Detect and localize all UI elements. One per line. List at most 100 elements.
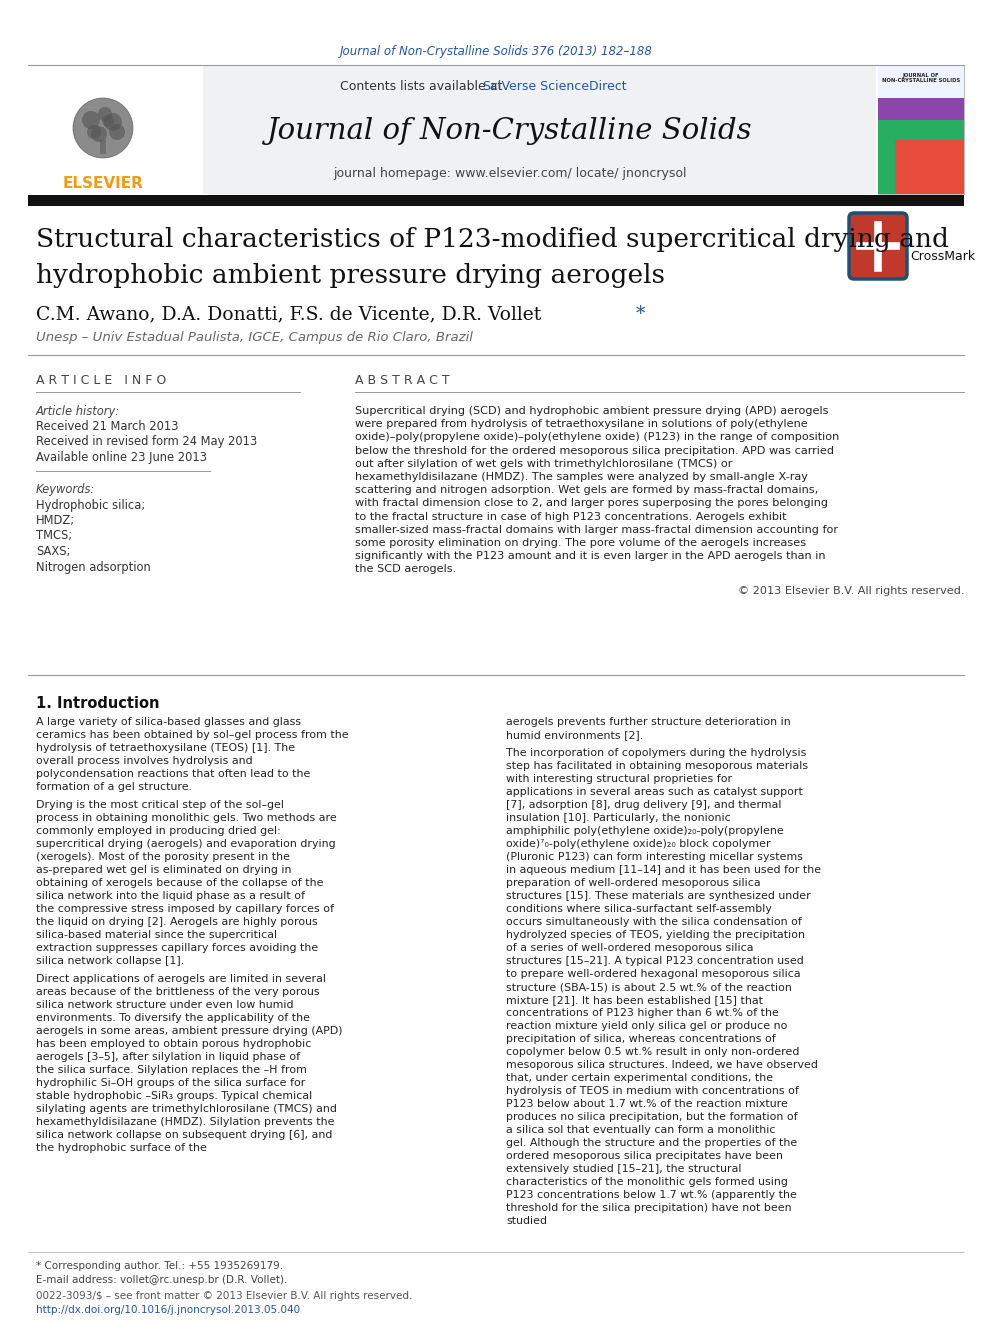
Text: http://dx.doi.org/10.1016/j.jnoncrysol.2013.05.040: http://dx.doi.org/10.1016/j.jnoncrysol.2… bbox=[36, 1304, 301, 1315]
Text: step has facilitated in obtaining mesoporous materials: step has facilitated in obtaining mesopo… bbox=[506, 761, 808, 771]
Text: applications in several areas such as catalyst support: applications in several areas such as ca… bbox=[506, 787, 803, 796]
Text: copolymer below 0.5 wt.% result in only non-ordered: copolymer below 0.5 wt.% result in only … bbox=[506, 1046, 800, 1057]
Text: occurs simultaneously with the silica condensation of: occurs simultaneously with the silica co… bbox=[506, 917, 802, 927]
Text: formation of a gel structure.: formation of a gel structure. bbox=[36, 782, 192, 792]
Text: as-prepared wet gel is eliminated on drying in: as-prepared wet gel is eliminated on dry… bbox=[36, 865, 292, 875]
Text: threshold for the silica precipitation) have not been: threshold for the silica precipitation) … bbox=[506, 1203, 792, 1213]
Text: A R T I C L E   I N F O: A R T I C L E I N F O bbox=[36, 374, 167, 388]
Text: process in obtaining monolithic gels. Two methods are: process in obtaining monolithic gels. Tw… bbox=[36, 814, 336, 823]
FancyBboxPatch shape bbox=[878, 66, 964, 194]
Text: Journal of Non-Crystalline Solids 376 (2013) 182–188: Journal of Non-Crystalline Solids 376 (2… bbox=[339, 45, 653, 58]
Text: hydrolyzed species of TEOS, yielding the precipitation: hydrolyzed species of TEOS, yielding the… bbox=[506, 930, 805, 941]
Text: hexamethyldisilazane (HMDZ). The samples were analyzed by small-angle X-ray: hexamethyldisilazane (HMDZ). The samples… bbox=[355, 472, 807, 482]
Text: extensively studied [15–21], the structural: extensively studied [15–21], the structu… bbox=[506, 1164, 741, 1174]
FancyBboxPatch shape bbox=[878, 120, 964, 194]
Text: aerogels prevents further structure deterioration in: aerogels prevents further structure dete… bbox=[506, 717, 791, 728]
Text: a silica sol that eventually can form a monolithic: a silica sol that eventually can form a … bbox=[506, 1125, 776, 1135]
Text: to the fractal structure in case of high P123 concentrations. Aerogels exhibit: to the fractal structure in case of high… bbox=[355, 512, 787, 521]
Text: Contents lists available at: Contents lists available at bbox=[340, 79, 506, 93]
Text: oxide)⁷₀-poly(ethylene oxide)₂₀ block copolymer: oxide)⁷₀-poly(ethylene oxide)₂₀ block co… bbox=[506, 839, 771, 849]
Text: CrossMark: CrossMark bbox=[910, 250, 975, 262]
Text: silica-based material since the supercritical: silica-based material since the supercri… bbox=[36, 930, 277, 941]
Text: scattering and nitrogen adsorption. Wet gels are formed by mass-fractal domains,: scattering and nitrogen adsorption. Wet … bbox=[355, 486, 818, 495]
Text: studied: studied bbox=[506, 1216, 547, 1226]
Text: humid environments [2].: humid environments [2]. bbox=[506, 730, 643, 740]
Text: to prepare well-ordered hexagonal mesoporous silica: to prepare well-ordered hexagonal mesopo… bbox=[506, 968, 801, 979]
Text: the liquid on drying [2]. Aerogels are highly porous: the liquid on drying [2]. Aerogels are h… bbox=[36, 917, 317, 927]
Text: aerogels in some areas, ambient pressure drying (APD): aerogels in some areas, ambient pressure… bbox=[36, 1027, 342, 1036]
Text: Hydrophobic silica;: Hydrophobic silica; bbox=[36, 499, 145, 512]
Text: A B S T R A C T: A B S T R A C T bbox=[355, 374, 449, 388]
Text: produces no silica precipitation, but the formation of: produces no silica precipitation, but th… bbox=[506, 1113, 798, 1122]
Text: The incorporation of copolymers during the hydrolysis: The incorporation of copolymers during t… bbox=[506, 747, 806, 758]
Text: the compressive stress imposed by capillary forces of: the compressive stress imposed by capill… bbox=[36, 904, 334, 914]
Text: concentrations of P123 higher than 6 wt.% of the: concentrations of P123 higher than 6 wt.… bbox=[506, 1008, 779, 1017]
Text: Keywords:: Keywords: bbox=[36, 483, 95, 496]
Circle shape bbox=[109, 124, 125, 140]
Text: gel. Although the structure and the properties of the: gel. Although the structure and the prop… bbox=[506, 1138, 798, 1148]
Text: C.M. Awano, D.A. Donatti, F.S. de Vicente, D.R. Vollet: C.M. Awano, D.A. Donatti, F.S. de Vicent… bbox=[36, 306, 548, 323]
Text: obtaining of xerogels because of the collapse of the: obtaining of xerogels because of the col… bbox=[36, 878, 323, 888]
Text: extraction suppresses capillary forces avoiding the: extraction suppresses capillary forces a… bbox=[36, 943, 318, 953]
Text: smaller-sized mass-fractal domains with larger mass-fractal dimension accounting: smaller-sized mass-fractal domains with … bbox=[355, 525, 838, 534]
Text: ceramics has been obtained by sol–gel process from the: ceramics has been obtained by sol–gel pr… bbox=[36, 730, 348, 740]
Text: amphiphilic poly(ethylene oxide)₂₀-poly(propylene: amphiphilic poly(ethylene oxide)₂₀-poly(… bbox=[506, 826, 784, 836]
Circle shape bbox=[104, 112, 122, 131]
Text: hydrophilic Si–OH groups of the silica surface for: hydrophilic Si–OH groups of the silica s… bbox=[36, 1078, 306, 1088]
Text: commonly employed in producing dried gel:: commonly employed in producing dried gel… bbox=[36, 826, 281, 836]
Text: has been employed to obtain porous hydrophobic: has been employed to obtain porous hydro… bbox=[36, 1039, 311, 1049]
Text: [7], adsorption [8], drug delivery [9], and thermal: [7], adsorption [8], drug delivery [9], … bbox=[506, 800, 782, 810]
Text: Drying is the most critical step of the sol–gel: Drying is the most critical step of the … bbox=[36, 800, 284, 810]
Bar bbox=[100, 140, 106, 153]
Text: structures [15]. These materials are synthesized under: structures [15]. These materials are syn… bbox=[506, 890, 810, 901]
FancyBboxPatch shape bbox=[878, 66, 964, 98]
Text: were prepared from hydrolysis of tetraethoxysilane in solutions of poly(ethylene: were prepared from hydrolysis of tetraet… bbox=[355, 419, 807, 429]
Text: insulation [10]. Particularly, the nonionic: insulation [10]. Particularly, the nonio… bbox=[506, 814, 731, 823]
Text: Received 21 March 2013: Received 21 March 2013 bbox=[36, 421, 179, 434]
Text: hydrolysis of TEOS in medium with concentrations of: hydrolysis of TEOS in medium with concen… bbox=[506, 1086, 799, 1095]
Text: mixture [21]. It has been established [15] that: mixture [21]. It has been established [1… bbox=[506, 995, 763, 1005]
Text: hydrophobic ambient pressure drying aerogels: hydrophobic ambient pressure drying aero… bbox=[36, 262, 665, 287]
Text: the silica surface. Silylation replaces the –H from: the silica surface. Silylation replaces … bbox=[36, 1065, 307, 1076]
Text: journal homepage: www.elsevier.com/ locate/ jnoncrysol: journal homepage: www.elsevier.com/ loca… bbox=[333, 168, 686, 180]
Text: structure (SBA-15) is about 2.5 wt.% of the reaction: structure (SBA-15) is about 2.5 wt.% of … bbox=[506, 982, 792, 992]
Text: ordered mesoporous silica precipitates have been: ordered mesoporous silica precipitates h… bbox=[506, 1151, 783, 1162]
Text: some porosity elimination on drying. The pore volume of the aerogels increases: some porosity elimination on drying. The… bbox=[355, 538, 806, 548]
Text: below the threshold for the ordered mesoporous silica precipitation. APD was car: below the threshold for the ordered meso… bbox=[355, 446, 834, 455]
Text: P123 concentrations below 1.7 wt.% (apparently the: P123 concentrations below 1.7 wt.% (appa… bbox=[506, 1189, 797, 1200]
Text: conditions where silica-surfactant self-assembly: conditions where silica-surfactant self-… bbox=[506, 904, 772, 914]
Text: (xerogels). Most of the porosity present in the: (xerogels). Most of the porosity present… bbox=[36, 852, 290, 863]
Text: Available online 23 June 2013: Available online 23 June 2013 bbox=[36, 451, 207, 463]
Text: © 2013 Elsevier B.V. All rights reserved.: © 2013 Elsevier B.V. All rights reserved… bbox=[737, 586, 964, 595]
Text: *: * bbox=[636, 306, 646, 323]
Text: silica network collapse [1].: silica network collapse [1]. bbox=[36, 957, 185, 966]
Text: silica network structure under even low humid: silica network structure under even low … bbox=[36, 1000, 294, 1009]
FancyBboxPatch shape bbox=[849, 213, 907, 279]
Text: 0022-3093/$ – see front matter © 2013 Elsevier B.V. All rights reserved.: 0022-3093/$ – see front matter © 2013 El… bbox=[36, 1291, 413, 1301]
FancyBboxPatch shape bbox=[28, 194, 964, 206]
Circle shape bbox=[91, 126, 107, 142]
Text: stable hydrophobic –SiR₃ groups. Typical chemical: stable hydrophobic –SiR₃ groups. Typical… bbox=[36, 1091, 312, 1101]
Text: Direct applications of aerogels are limited in several: Direct applications of aerogels are limi… bbox=[36, 974, 326, 984]
Text: areas because of the brittleness of the very porous: areas because of the brittleness of the … bbox=[36, 987, 319, 998]
Text: mesoporous silica structures. Indeed, we have observed: mesoporous silica structures. Indeed, we… bbox=[506, 1060, 817, 1070]
Text: out after silylation of wet gels with trimethylchlorosilane (TMCS) or: out after silylation of wet gels with tr… bbox=[355, 459, 732, 468]
Text: with interesting structural proprieties for: with interesting structural proprieties … bbox=[506, 774, 732, 785]
Circle shape bbox=[82, 111, 100, 130]
Circle shape bbox=[73, 98, 133, 157]
Text: Journal of Non-Crystalline Solids: Journal of Non-Crystalline Solids bbox=[267, 116, 753, 146]
FancyBboxPatch shape bbox=[895, 140, 964, 194]
Circle shape bbox=[87, 124, 101, 139]
Text: structures [15–21]. A typical P123 concentration used: structures [15–21]. A typical P123 conce… bbox=[506, 957, 804, 966]
Text: silica network into the liquid phase as a result of: silica network into the liquid phase as … bbox=[36, 890, 305, 901]
Text: silica network collapse on subsequent drying [6], and: silica network collapse on subsequent dr… bbox=[36, 1130, 332, 1140]
Text: Unesp – Univ Estadual Paulista, IGCE, Campus de Rio Claro, Brazil: Unesp – Univ Estadual Paulista, IGCE, Ca… bbox=[36, 332, 473, 344]
FancyBboxPatch shape bbox=[28, 66, 203, 194]
Text: the SCD aerogels.: the SCD aerogels. bbox=[355, 565, 456, 574]
Text: precipitation of silica, whereas concentrations of: precipitation of silica, whereas concent… bbox=[506, 1035, 776, 1044]
Text: oxide)–poly(propylene oxide)–poly(ethylene oxide) (P123) in the range of composi: oxide)–poly(propylene oxide)–poly(ethyle… bbox=[355, 433, 839, 442]
Text: characteristics of the monolithic gels formed using: characteristics of the monolithic gels f… bbox=[506, 1177, 788, 1187]
Text: with fractal dimension close to 2, and larger pores superposing the pores belong: with fractal dimension close to 2, and l… bbox=[355, 499, 828, 508]
Text: TMCS;: TMCS; bbox=[36, 529, 72, 542]
FancyBboxPatch shape bbox=[878, 98, 964, 194]
